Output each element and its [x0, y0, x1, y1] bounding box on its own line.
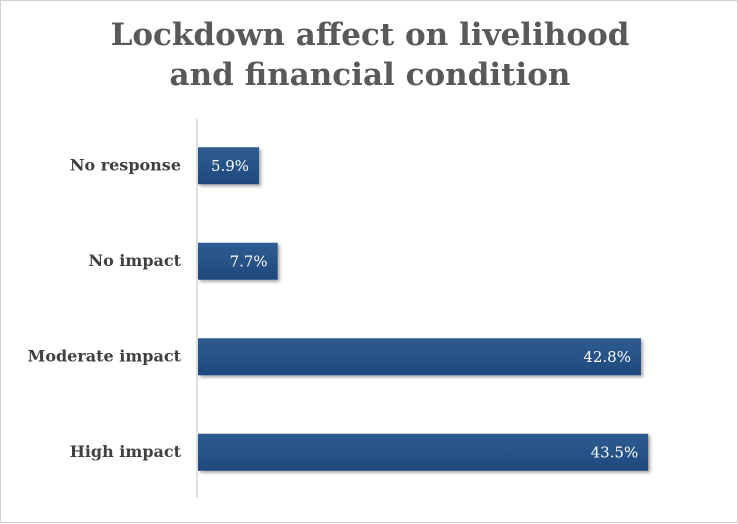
bar-high-impact [198, 433, 649, 471]
data-label-moderate-impact: 42.8% [583, 348, 631, 366]
chart-title-line-1: Lockdown affect on livelihood [110, 17, 630, 53]
bar-moderate-impact [198, 338, 641, 376]
chart-title: Lockdown affect on livelihood and financ… [1, 15, 738, 95]
category-label-no-impact: No impact [88, 251, 181, 270]
data-label-high-impact: 43.5% [591, 443, 639, 461]
category-label-no-response: No response [70, 155, 181, 174]
category-label-moderate-impact: Moderate impact [28, 346, 182, 365]
chart-title-line-2: and financial condition [169, 57, 571, 93]
bar-no-response [198, 147, 260, 185]
bar-no-impact [198, 242, 278, 280]
category-label-high-impact: High impact [70, 442, 182, 461]
data-label-no-impact: 7.7% [230, 252, 268, 270]
data-label-no-response: 5.9% [211, 157, 249, 175]
